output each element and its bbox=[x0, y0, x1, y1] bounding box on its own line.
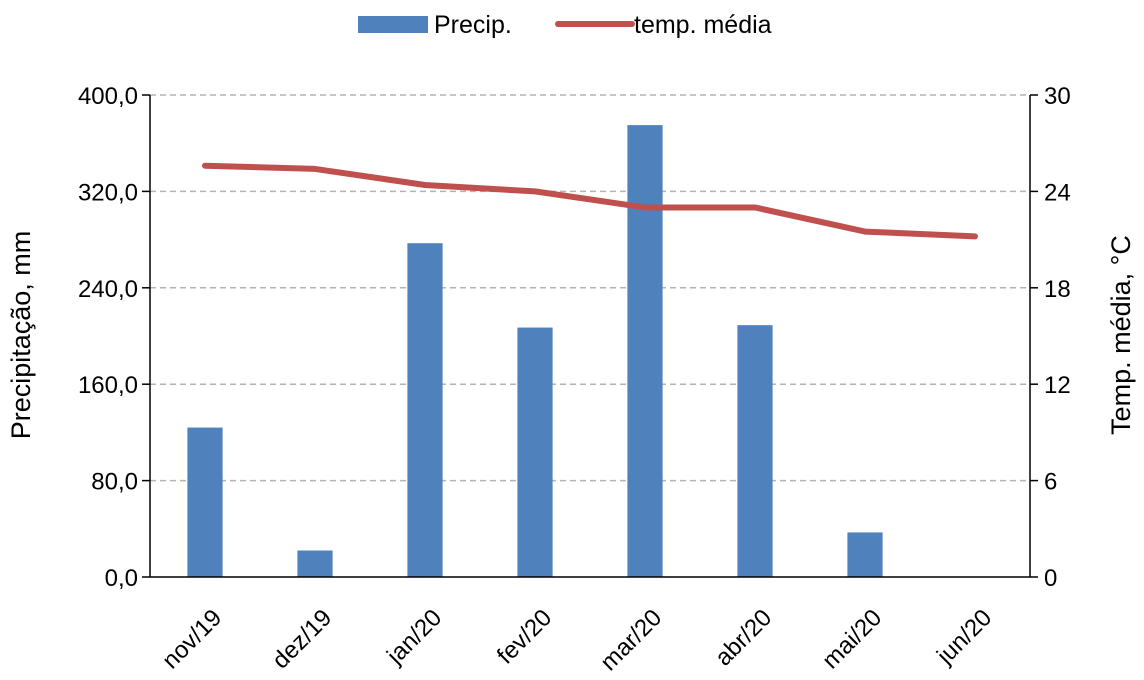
x-tick-label: abr/20 bbox=[710, 604, 777, 671]
temp-series-line bbox=[202, 162, 978, 240]
legend-label-precip: Precip. bbox=[434, 11, 512, 39]
precip-bars bbox=[187, 125, 883, 577]
bar-jan-20 bbox=[407, 243, 443, 577]
right-tick-label: 30 bbox=[1044, 83, 1071, 110]
left-axis-title: Precipitação, mm bbox=[6, 231, 36, 440]
temp-line bbox=[202, 162, 978, 240]
bar-abr-20 bbox=[737, 325, 773, 577]
legend: Precip. temp. média bbox=[358, 11, 772, 39]
left-tick-label: 240,0 bbox=[78, 276, 138, 303]
left-axis-ticks: 0,0 80,0 160,0 240,0 320,0 400,0 bbox=[78, 83, 138, 592]
left-tick-label: 400,0 bbox=[78, 83, 138, 110]
legend-swatch-precip bbox=[358, 16, 428, 33]
x-tick-label: nov/19 bbox=[157, 604, 227, 674]
x-tick-label: fev/20 bbox=[492, 604, 557, 669]
bar-dez-19 bbox=[297, 550, 333, 577]
bar-mai-20 bbox=[847, 532, 883, 577]
right-tick-label: 24 bbox=[1044, 179, 1071, 206]
left-tick-label: 0,0 bbox=[105, 565, 138, 592]
left-tick-label: 320,0 bbox=[78, 179, 138, 206]
right-tick-label: 12 bbox=[1044, 372, 1071, 399]
left-tick-label: 80,0 bbox=[91, 469, 138, 496]
left-tick-label: 160,0 bbox=[78, 372, 138, 399]
x-tick-label: jan/20 bbox=[381, 604, 447, 670]
x-tick-label: mar/20 bbox=[595, 604, 667, 676]
gridlines bbox=[150, 94, 1030, 482]
right-tick-label: 0 bbox=[1044, 565, 1057, 592]
legend-label-temp: temp. média bbox=[634, 11, 772, 39]
axes bbox=[142, 94, 1038, 578]
x-tick-label: dez/19 bbox=[267, 604, 337, 674]
bar-fev-20 bbox=[517, 327, 553, 577]
x-tick-label: mai/20 bbox=[817, 604, 887, 674]
bar-mar-20 bbox=[627, 125, 663, 577]
x-tick-label: jun/20 bbox=[931, 604, 997, 670]
right-tick-label: 18 bbox=[1044, 276, 1071, 303]
x-axis-ticks: nov/19 dez/19 jan/20 fev/20 mar/20 abr/20 mai/… bbox=[157, 604, 997, 676]
right-axis-title: Temp. média, °C bbox=[1106, 235, 1136, 435]
bar-nov-19 bbox=[187, 427, 223, 577]
right-axis-ticks: 0 6 12 18 24 30 bbox=[1044, 83, 1071, 592]
right-tick-label: 6 bbox=[1044, 469, 1057, 496]
